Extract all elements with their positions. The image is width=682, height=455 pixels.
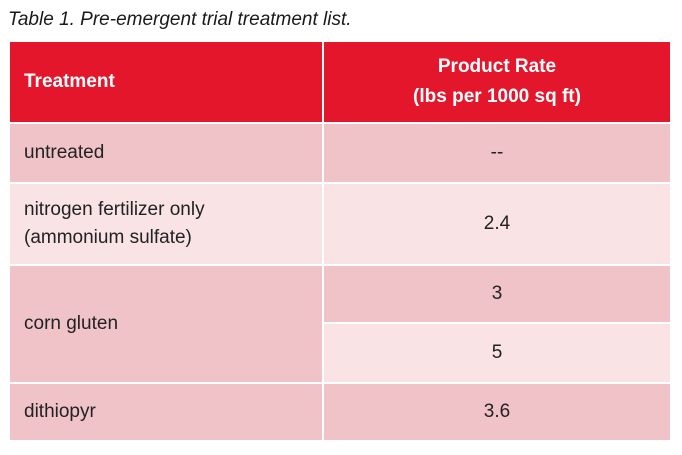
rate-cell: 2.4 — [322, 182, 672, 266]
product-rate-column-header: Product Rate (lbs per 1000 sq ft) — [322, 40, 672, 124]
header-row: Treatment Product Rate (lbs per 1000 sq … — [8, 40, 672, 124]
treatment-note: (ammonium sulfate) — [24, 227, 192, 248]
rate-cell: -- — [322, 122, 672, 184]
treatment-table: Treatment Product Rate (lbs per 1000 sq … — [8, 40, 672, 442]
table-row: untreated -- — [8, 122, 672, 184]
table-row: nitrogen fertilizer only (ammonium sulfa… — [8, 182, 672, 266]
treatment-column-header: Treatment — [8, 40, 324, 124]
product-rate-header-unit: (lbs per 1000 sq ft) — [413, 86, 581, 107]
rate-cell: 3.6 — [322, 382, 672, 442]
table-caption: Table 1. Pre-emergent trial treatment li… — [8, 9, 352, 30]
treatment-name: nitrogen fertilizer only — [24, 199, 205, 220]
treatment-cell: dithiopyr — [8, 382, 324, 442]
rate-cell: 3 — [322, 264, 672, 324]
treatment-cell: corn gluten — [8, 264, 324, 384]
table-row: corn gluten 3 — [8, 264, 672, 384]
treatment-cell: nitrogen fertilizer only (ammonium sulfa… — [8, 182, 324, 266]
product-rate-header-title: Product Rate — [437, 56, 557, 77]
rate-cell: 5 — [322, 322, 672, 384]
table-row: 5 — [9, 322, 672, 384]
table-row: dithiopyr 3.6 — [8, 382, 672, 442]
treatment-cell: untreated — [8, 122, 324, 184]
